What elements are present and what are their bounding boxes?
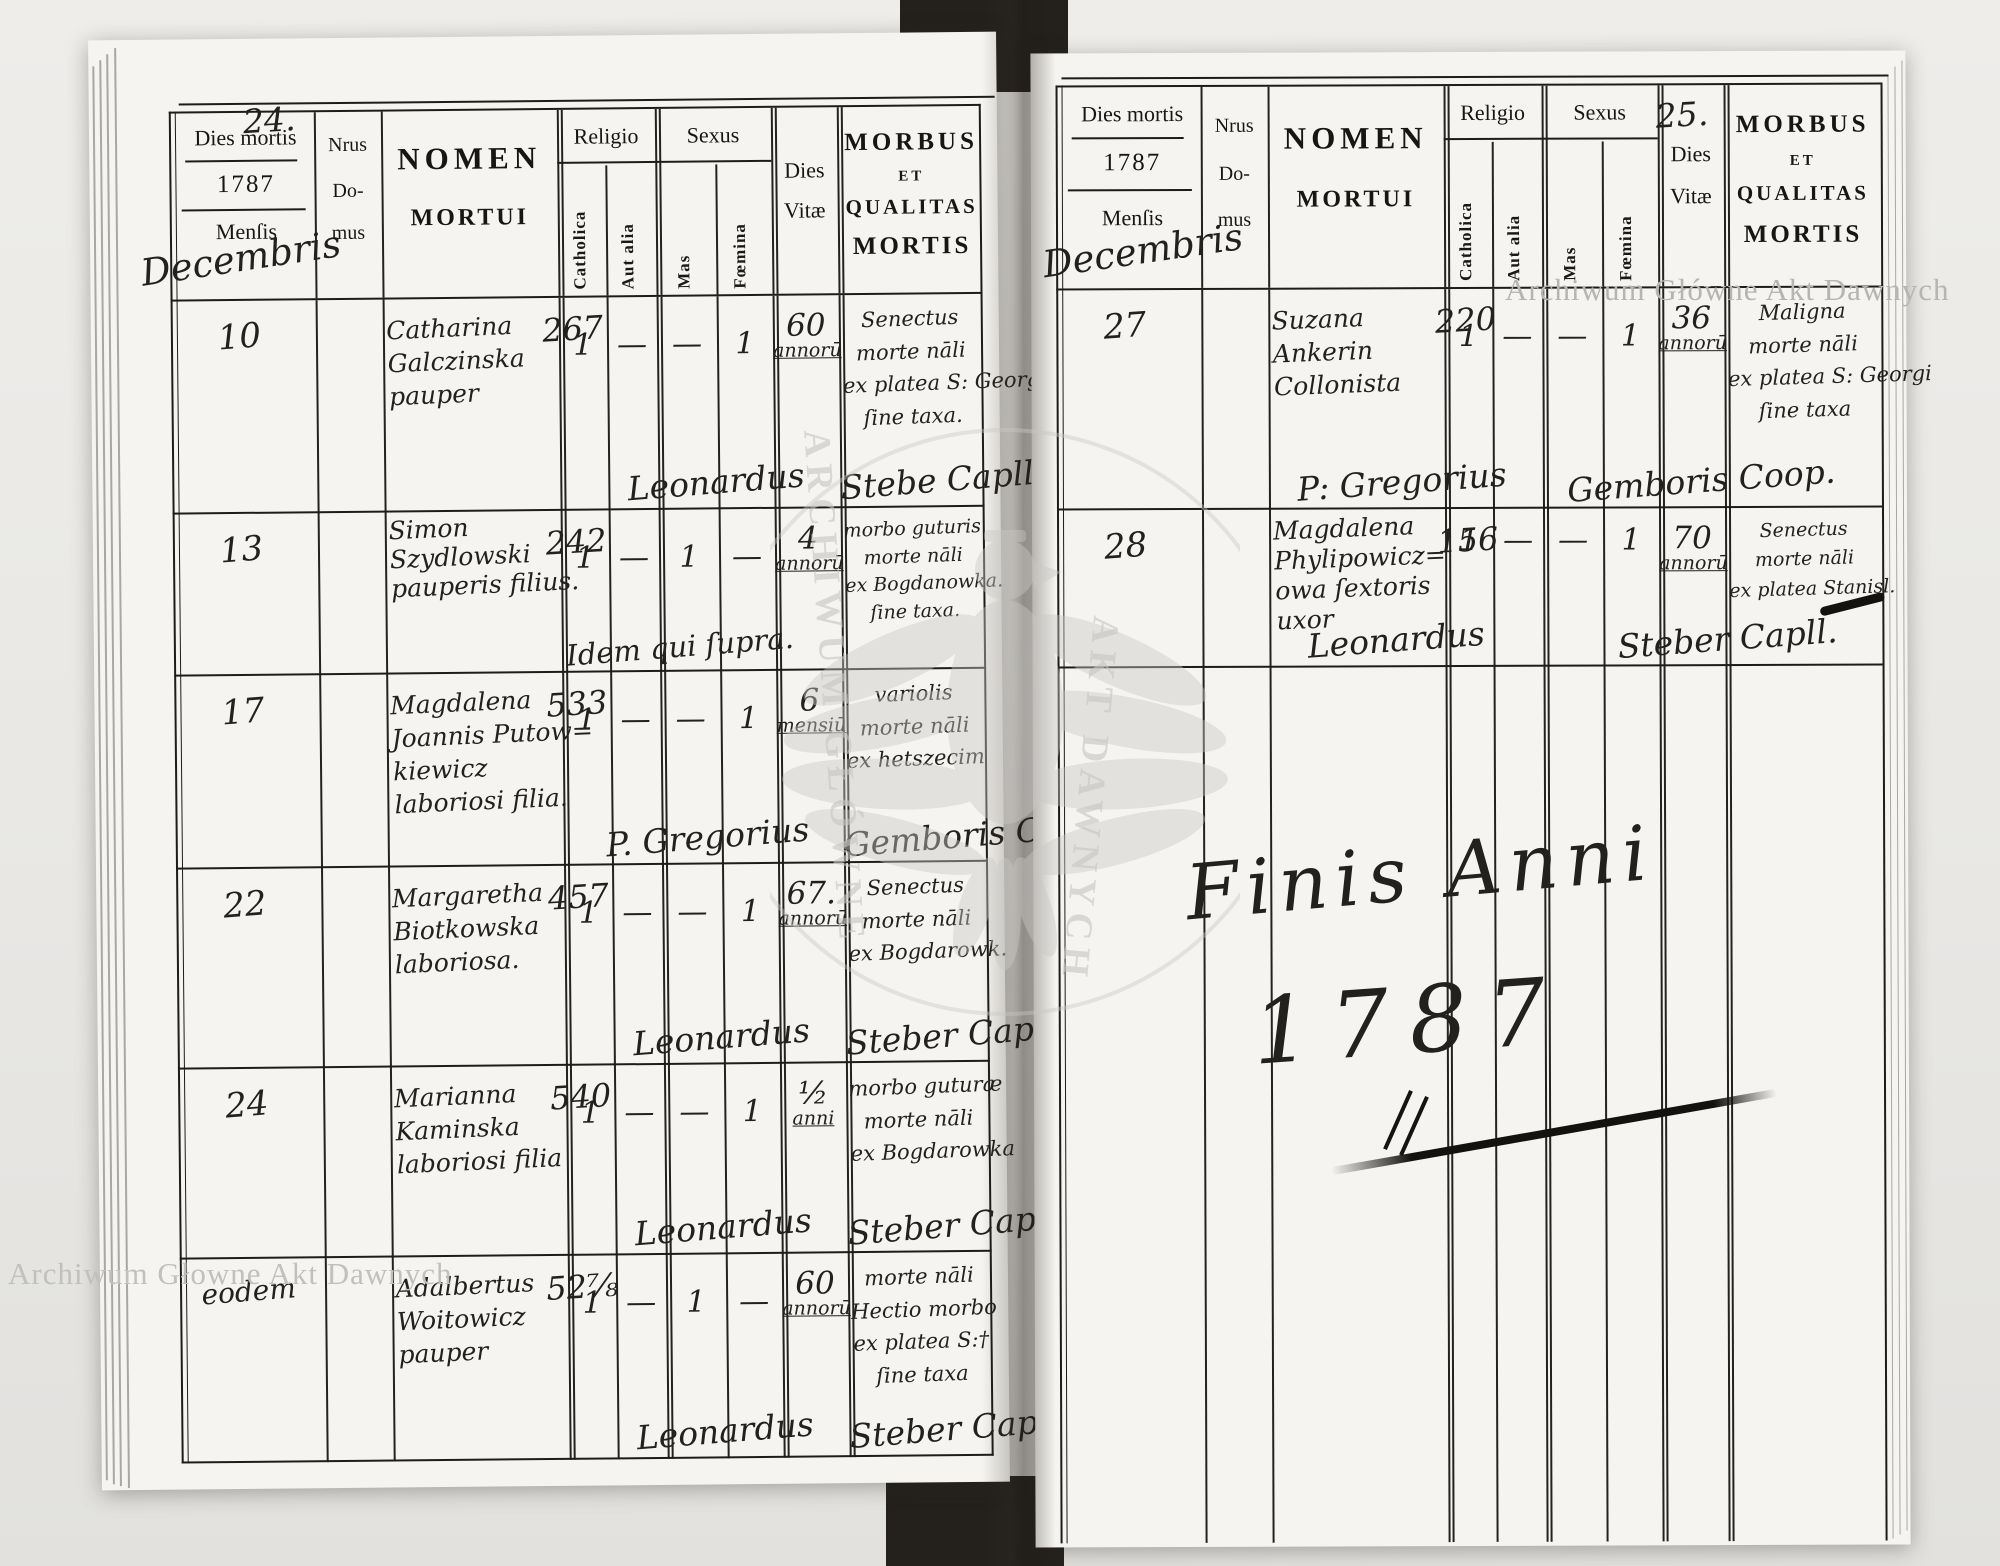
table-top-outer-rule bbox=[1061, 74, 1889, 80]
column-header-sexus: Sexus bbox=[686, 122, 740, 148]
header-year: 1787 bbox=[216, 170, 276, 199]
table-header-right: Dies mortis 1787 Menſis Decembris 25. Nr… bbox=[1040, 82, 1884, 291]
column-header-aut-alia: Aut alia bbox=[617, 223, 638, 290]
header-divider bbox=[605, 165, 609, 296]
column-header-nrus: Nrus bbox=[1214, 114, 1254, 137]
column-header-aut-alia: Aut alia bbox=[1503, 214, 1524, 281]
column-header-religio: Religio bbox=[1460, 99, 1526, 126]
table-header-left: Dies mortis 1787 Menſis Decembris 24. Nr… bbox=[138, 99, 983, 302]
cell-name: Simon Szydlowski pauperis filius. bbox=[387, 512, 580, 603]
column-header-mus: mus bbox=[1217, 208, 1252, 231]
header-divider bbox=[1601, 141, 1604, 287]
header-sub-rule bbox=[557, 159, 772, 165]
cell-catholica: 1 bbox=[578, 895, 599, 931]
header-divider bbox=[1491, 141, 1494, 287]
cell-mas: — bbox=[1558, 522, 1589, 558]
header-sub-rule bbox=[1443, 137, 1658, 141]
column-header-foemina: Fœmina bbox=[1615, 214, 1636, 281]
header-cell-rule bbox=[185, 159, 298, 163]
column-header-mortis: MORTIS bbox=[1743, 220, 1863, 249]
column-header-et: ET bbox=[898, 168, 925, 185]
cell-catholica: 1 bbox=[580, 1095, 601, 1131]
column-header-nrus: Nrus bbox=[328, 133, 368, 157]
header-cell-rule bbox=[1071, 136, 1184, 139]
header-divider bbox=[715, 164, 719, 295]
page-number-left: 24. bbox=[241, 99, 297, 142]
column-header-vitae: Vitæ bbox=[1670, 183, 1712, 209]
column-header-do: Do- bbox=[1218, 162, 1250, 185]
column-header-qualitas: QUALITAS bbox=[1736, 180, 1869, 206]
column-header-dies: Dies bbox=[784, 157, 825, 183]
header-cell-rule bbox=[181, 208, 306, 212]
cell-name: Magdalena Joannis Putow= kiewicz laboriosi … bbox=[389, 685, 594, 820]
column-header-catholica: Catholica bbox=[1455, 202, 1476, 282]
header-year: 1787 bbox=[1103, 149, 1162, 177]
archive-watermark-top-right: Archiwum Główne Akt Dawnych bbox=[1505, 272, 1950, 307]
column-header-sexus: Sexus bbox=[1573, 99, 1626, 125]
column-header-mortui: MORTUI bbox=[1296, 186, 1416, 213]
archive-watermark-bottom-left: Archiwum Głowne Akt Dawnych bbox=[8, 1256, 453, 1291]
column-header-religio: Religio bbox=[573, 123, 639, 149]
column-header-nomen: NOMEN bbox=[1283, 120, 1428, 156]
column-header-catholica: Catholica bbox=[569, 210, 590, 290]
finis-year-text: 1787 bbox=[1248, 957, 1570, 1086]
register-row: 24 540 Marianna Kaminska laboriosi filia 1… bbox=[177, 1061, 1069, 1260]
column-header-qualitas: QUALITAS bbox=[845, 193, 978, 220]
book-spine-bottom bbox=[886, 1476, 1064, 1566]
cell-name: Marianna Kaminska laboriosi filia bbox=[393, 1078, 563, 1180]
book-gutter-shadow bbox=[982, 0, 1056, 1566]
cell-name: Margaretha Biotkowska laboriosa. bbox=[391, 877, 544, 980]
table-top-outer-rule bbox=[178, 95, 995, 106]
page-number-right: 25. bbox=[1654, 93, 1710, 136]
column-header-morbus: MORBUS bbox=[844, 127, 979, 157]
cell-catholica: 1 bbox=[582, 1285, 602, 1321]
column-header-nomen: NOMEN bbox=[397, 140, 542, 177]
column-header-dies-mortis: Dies mortis bbox=[1081, 100, 1184, 127]
column-header-foemina: Fœmina bbox=[729, 222, 750, 289]
column-header-dies: Dies bbox=[1670, 141, 1711, 167]
column-header-et: ET bbox=[1789, 152, 1816, 169]
header-cell-rule bbox=[1067, 188, 1192, 191]
cell-aut-alia: — bbox=[1503, 522, 1534, 558]
cell-catholica: 1 bbox=[573, 327, 593, 363]
column-header-vitae: Vitæ bbox=[783, 197, 826, 223]
column-header-mortui: MORTUI bbox=[410, 204, 530, 232]
column-header-mortis: MORTIS bbox=[852, 231, 972, 261]
column-header-morbus: MORBUS bbox=[1735, 110, 1870, 139]
column-header-mas: Mas bbox=[674, 254, 694, 289]
column-header-mus: mus bbox=[331, 221, 366, 245]
column-header-do: Do- bbox=[332, 179, 364, 203]
eagle-watermark-icon bbox=[770, 428, 1240, 1016]
cell-name: Catharina Galczinska pauper bbox=[385, 310, 526, 412]
